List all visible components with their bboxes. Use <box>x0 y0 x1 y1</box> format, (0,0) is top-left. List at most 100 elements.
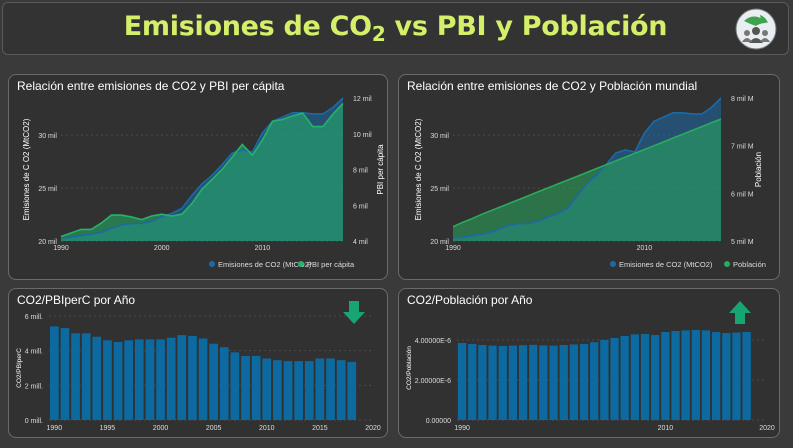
series-line-secondary <box>60 102 344 238</box>
x-tick-label: 1990 <box>47 425 63 432</box>
y-tick-label: 20 mil <box>38 239 57 246</box>
bar <box>81 333 91 420</box>
bar <box>124 340 133 420</box>
bar <box>640 334 650 420</box>
x-tick-label: 2020 <box>365 425 381 432</box>
y-tick-label: 2 mill. <box>25 383 43 390</box>
y-tick-label: 0.00000 <box>426 418 451 425</box>
panel-title: CO2/PBIperC por Año <box>17 293 136 307</box>
bar <box>651 335 660 420</box>
globe-people-icon <box>735 8 777 50</box>
y-axis-title: Emisiones de C O2 (MtCO2) <box>22 118 31 220</box>
bar <box>219 347 229 420</box>
bar <box>559 345 568 420</box>
legend-label: Emisiones de CO2 (MtCO2) <box>218 260 312 269</box>
series-line-emisiones <box>452 97 722 239</box>
y2-tick-label: 6 mil <box>353 203 368 210</box>
bar <box>661 332 670 420</box>
legend-marker <box>724 261 730 267</box>
bar <box>701 330 711 420</box>
y-tick-label: 4 mill. <box>25 349 43 356</box>
bar <box>103 340 112 420</box>
legend-marker <box>298 261 304 267</box>
bar <box>198 338 208 420</box>
y-tick-label: 30 mil <box>430 133 449 140</box>
bar <box>732 332 741 420</box>
bar <box>283 361 293 420</box>
x-tick-label: 2005 <box>206 425 222 432</box>
y2-tick-label: 12 mil <box>353 96 372 103</box>
panel-co2-pbiperc-por-ano: CO2/PBIperC por Año 0 mill. 2 mill. 4 mill… <box>8 288 388 438</box>
y-axis-title: Emisiones de C O2 (MtCO2) <box>414 118 423 220</box>
bar <box>691 330 700 420</box>
bar <box>722 333 731 420</box>
x-tick-label: 1990 <box>53 245 69 252</box>
y-tick-label: 2.00000E-6 <box>415 378 451 385</box>
bar <box>498 346 507 420</box>
legend-marker <box>610 261 616 267</box>
bar <box>166 337 176 420</box>
legend-label: Emisiones de CO2 (MtCO2) <box>619 260 713 269</box>
arrow-up-icon <box>729 301 751 324</box>
bar <box>712 332 721 420</box>
x-tick-label: 2020 <box>759 425 775 432</box>
bar <box>188 335 197 420</box>
y-tick-label: 0 mill. <box>25 418 43 425</box>
bar <box>539 345 548 420</box>
bar <box>620 336 629 420</box>
panel-co2-poblacion-por-ano: CO2/Población por Año 0.00000 2.00000E-6 4… <box>398 288 780 438</box>
bar <box>134 339 144 420</box>
panel-title: CO2/Población por Año <box>407 293 533 307</box>
bar <box>549 345 558 420</box>
x-tick-label: 2010 <box>637 245 653 252</box>
legend-label: PBI per cápita <box>307 260 355 269</box>
bar <box>326 358 335 420</box>
bar <box>294 361 303 420</box>
y2-tick-label: 5 mil M <box>731 239 754 246</box>
panel-title: Relación entre emisiones de CO2 y PBI pe… <box>17 79 285 93</box>
panel-title: Relación entre emisiones de CO2 y Poblac… <box>407 79 698 93</box>
bar <box>92 336 102 420</box>
bar <box>488 345 497 420</box>
y2-tick-label: 8 mil <box>353 168 368 175</box>
y2-tick-label: 4 mil <box>353 239 368 246</box>
y-axis-title: CO2/PBIperC <box>16 348 23 388</box>
bar <box>742 332 751 420</box>
series-area <box>61 103 343 242</box>
x-tick-label: 2010 <box>255 245 271 252</box>
x-tick-label: 1995 <box>100 425 116 432</box>
bar <box>177 335 187 420</box>
x-tick-label: 2010 <box>658 425 674 432</box>
chart-co2-poblacion-bars: 0.00000 2.00000E-6 4.00000E-6 1990 2010 2020 C… <box>406 330 775 432</box>
x-tick-label: 2010 <box>259 425 275 432</box>
bar <box>60 328 70 420</box>
bar <box>529 344 538 420</box>
panel-co2-vs-poblacion: Relación entre emisiones de CO2 y Poblac… <box>398 74 780 280</box>
chart-co2-pbi: 20 mil 25 mil 30 mil 4 mil 6 mil 8 mil 10 mil 1… <box>22 96 385 269</box>
y2-tick-label: 8 mil M <box>731 96 754 103</box>
bar <box>681 330 690 420</box>
y2-axis-title: PBI per cápita <box>376 144 385 195</box>
bar <box>251 355 261 420</box>
y-tick-label: 30 mil <box>38 133 57 140</box>
bar <box>630 334 639 420</box>
series-line-emisiones <box>60 97 344 239</box>
y2-axis-title: Población <box>754 152 763 187</box>
bar <box>50 326 59 420</box>
bar <box>579 344 589 420</box>
y-tick-label: 25 mil <box>38 186 57 193</box>
x-tick-label: 2015 <box>312 425 328 432</box>
bar <box>478 345 487 420</box>
bar <box>71 333 80 420</box>
bar <box>209 343 218 420</box>
y2-tick-label: 6 mil M <box>731 191 754 198</box>
y-tick-label: 6 mill. <box>25 314 43 321</box>
arrow-down-icon <box>343 301 365 324</box>
series-area <box>453 119 721 241</box>
bar <box>610 338 619 420</box>
y2-tick-label: 7 mil M <box>731 144 754 151</box>
x-tick-label: 1990 <box>445 245 461 252</box>
x-tick-label: 2000 <box>154 245 170 252</box>
bar <box>241 355 250 420</box>
chart-co2-pbiperc-bars: 0 mill. 2 mill. 4 mill. 6 mill. 1990 1995 2000… <box>16 314 381 432</box>
